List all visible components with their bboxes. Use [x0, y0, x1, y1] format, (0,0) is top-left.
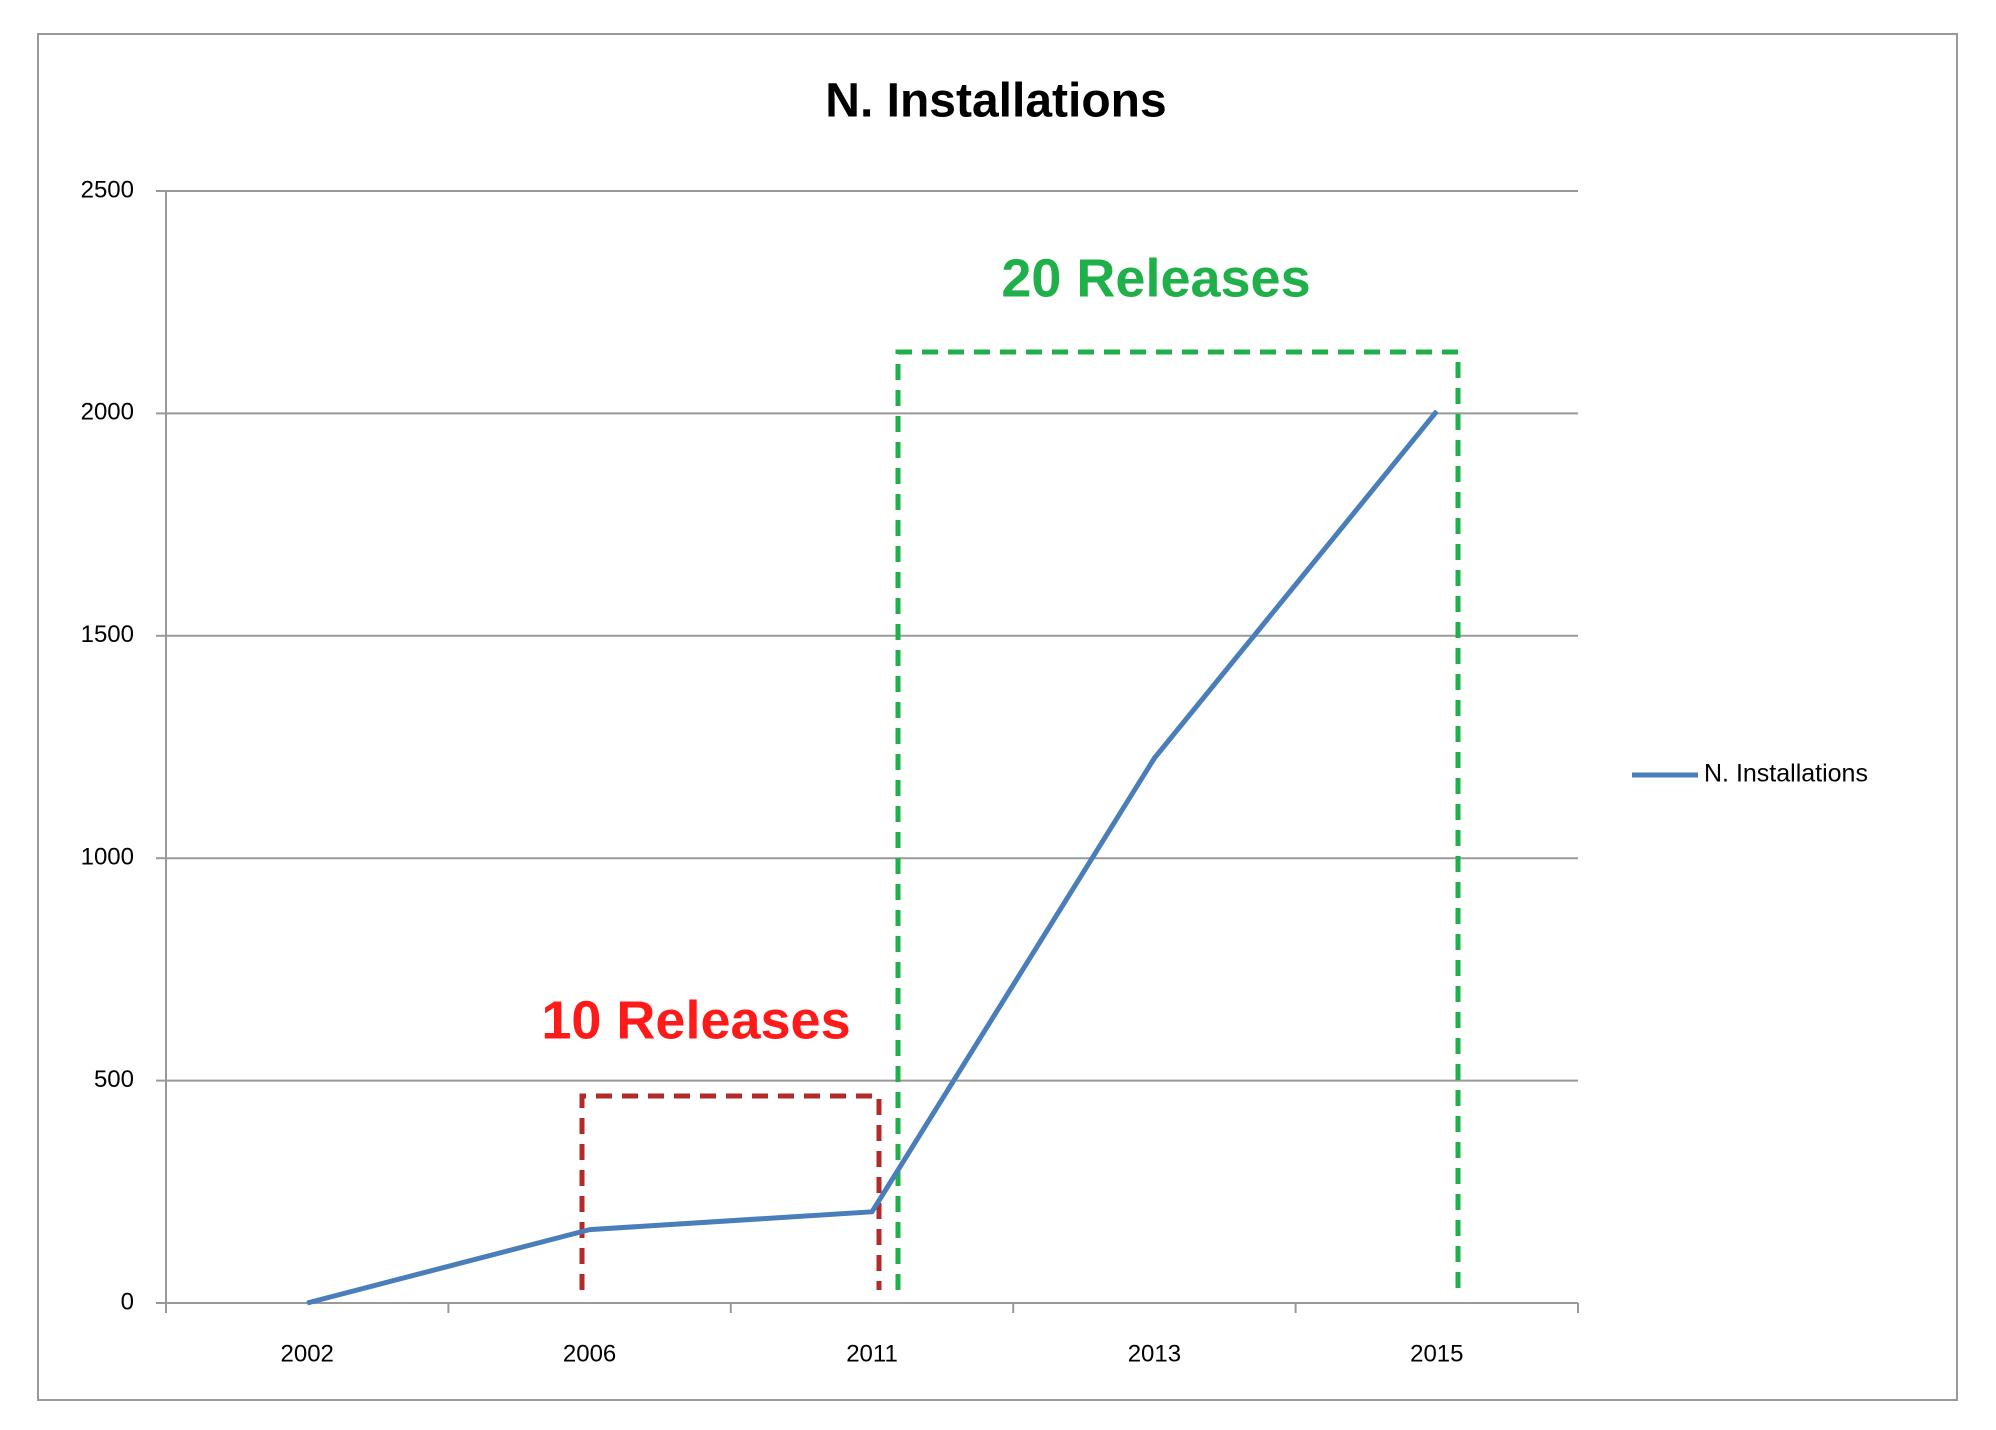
- annotation: 20 Releases: [1001, 248, 1310, 308]
- chart-border: [37, 33, 1958, 1401]
- y-tick-label: 2000: [81, 399, 134, 426]
- x-tick-label: 2011: [846, 1340, 898, 1367]
- annotation-box: [579, 1093, 882, 1290]
- annotation: 10 Releases: [541, 990, 850, 1050]
- y-tick-label: 1500: [81, 621, 134, 648]
- x-tick-label: 2006: [563, 1340, 616, 1367]
- x-tick-label: 2013: [1128, 1340, 1181, 1367]
- data-line: [306, 409, 1439, 1306]
- x-tick-label: 2002: [281, 1340, 334, 1367]
- y-tick-label: 0: [121, 1288, 134, 1315]
- annotation-box: [895, 349, 1461, 1290]
- legend-label: N. Installations: [1704, 760, 1868, 788]
- y-tick-label: 500: [94, 1066, 134, 1093]
- y-tick-label: 1000: [81, 844, 134, 871]
- y-tick-label: 2500: [81, 176, 134, 203]
- x-tick-label: 2015: [1410, 1340, 1463, 1367]
- chart-title: N. Installations: [825, 75, 1166, 128]
